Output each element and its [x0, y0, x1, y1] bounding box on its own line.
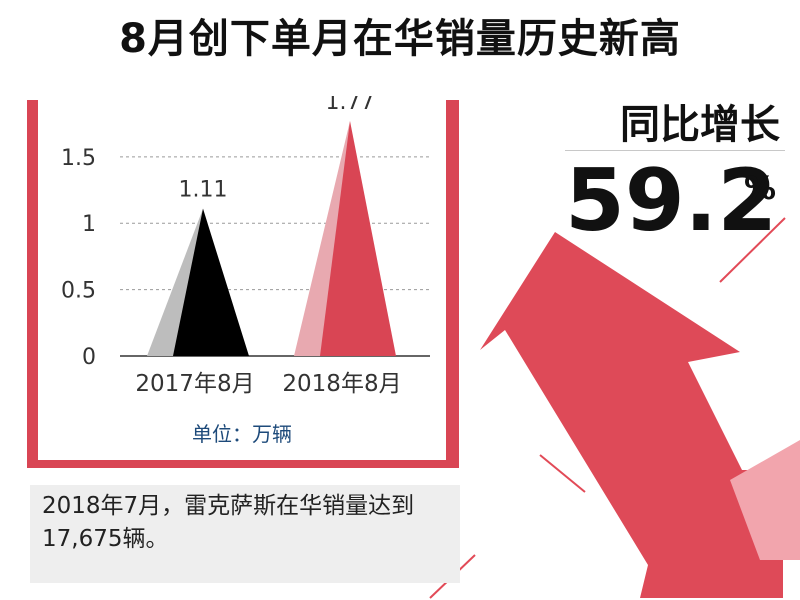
peak-mark	[320, 121, 396, 356]
accent-line	[719, 217, 786, 283]
y-tick-label: 0	[82, 345, 96, 370]
page-title: 8月创下单月在华销量历史新高	[119, 16, 681, 62]
chart-card: 0 0.5 1 1.5 1.11 2017年8月 1.77 2018年8月	[38, 96, 446, 460]
y-tick-label: 0.5	[61, 279, 96, 304]
peak-mark	[173, 208, 249, 356]
y-tick-label: 1.5	[61, 146, 96, 171]
arrow-shape	[480, 232, 783, 598]
arrow-tail-light	[730, 440, 800, 560]
data-label: 1.11	[179, 178, 228, 203]
yoy-growth-unit: %	[744, 169, 777, 207]
data-label: 1.77	[326, 96, 375, 115]
yoy-growth-value: 59.2	[565, 151, 778, 251]
x-tick-label: 2017年8月	[135, 371, 254, 397]
y-tick-label: 1	[82, 212, 96, 237]
yoy-growth-label: 同比增长	[620, 102, 780, 148]
x-tick-label: 2018年8月	[282, 371, 401, 397]
note-text: 2018年7月，雷克萨斯在华销量达到17,675辆。	[42, 493, 415, 552]
stat-divider	[565, 150, 785, 151]
accent-line	[539, 454, 586, 493]
sales-chart: 0 0.5 1 1.5 1.11 2017年8月 1.77 2018年8月	[61, 96, 430, 397]
note-box	[30, 485, 460, 583]
chart-unit-label: 单位：万辆	[192, 422, 292, 446]
